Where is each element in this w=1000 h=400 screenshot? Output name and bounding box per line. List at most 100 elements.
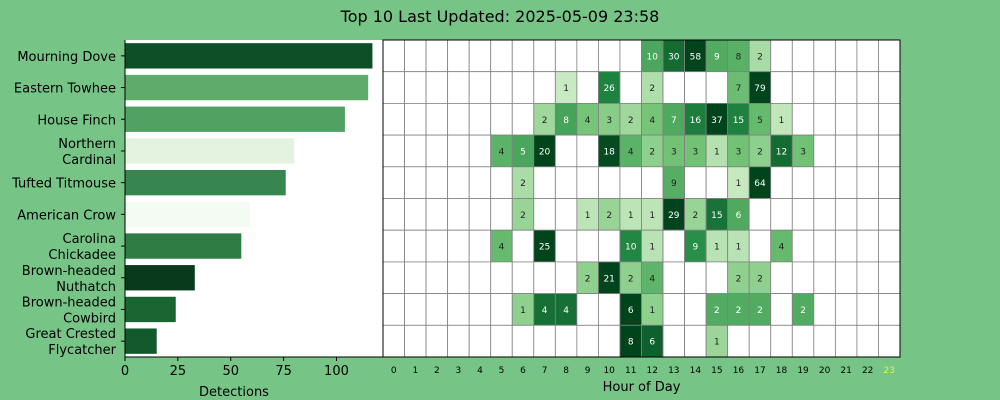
heatmap-cell: [425, 229, 449, 263]
heatmap-cell-label: 1: [649, 243, 655, 253]
heatmap-cell: [705, 166, 729, 199]
heatmap-hour-label: 9: [585, 366, 591, 376]
bar-category-label: Northern Cardinal: [58, 137, 116, 168]
heatmap-cell: [878, 293, 901, 326]
heatmap-cell-label: 9: [692, 243, 698, 253]
heatmap-cell: [619, 39, 642, 73]
heatmap-cell: [382, 166, 405, 199]
heatmap-cell: [554, 261, 578, 294]
heatmap-hour-label: 20: [819, 366, 831, 376]
heatmap-cell: [490, 261, 513, 294]
heatmap-cell: [533, 39, 556, 73]
heatmap-cell-label: 2: [757, 274, 763, 284]
heatmap-cell-label: 2: [757, 306, 763, 316]
bar-category-label-line: Eastern Towhee: [14, 82, 116, 97]
heatmap-cell: [404, 103, 427, 136]
heatmap-cell: [425, 103, 449, 136]
bar-category-label-line: Northern: [58, 137, 116, 152]
heatmap-cell: [511, 103, 535, 136]
heatmap-cell: [770, 71, 793, 104]
heatmap-cell: [834, 134, 858, 168]
heatmap-cell-label: 4: [628, 147, 634, 157]
heatmap-hour-label: 22: [862, 366, 873, 376]
heatmap-cell: [834, 293, 858, 326]
bar-category-label-line: Cardinal: [62, 153, 116, 168]
heatmap-cell: [878, 39, 901, 73]
heatmap-cell: [576, 166, 599, 199]
heatmap-cell: [533, 324, 556, 358]
heatmap-cell-label: 1: [714, 147, 720, 157]
heatmap-cell: [490, 39, 513, 73]
heatmap-cell-label: 18: [603, 147, 615, 157]
heatmap-cell: [533, 71, 556, 104]
heatmap-cell: [878, 166, 901, 199]
heatmap-cell: [425, 293, 449, 326]
heatmap-cell: [834, 229, 858, 263]
heatmap-cell: [878, 198, 901, 231]
heatmap-cell: [748, 198, 772, 231]
heatmap-cell-label: 10: [625, 243, 637, 253]
heatmap-cell: [554, 229, 578, 263]
heatmap-cell-label: 2: [649, 84, 655, 94]
heatmap-cell: [856, 198, 879, 231]
heatmap-cell-label: 4: [542, 306, 548, 316]
heatmap-x-axis-label: Hour of Day: [603, 380, 681, 395]
heatmap-cell: [619, 166, 642, 199]
heatmap-cell: [511, 229, 535, 263]
heatmap-cell: [425, 324, 449, 358]
heatmap-cell: [468, 229, 492, 263]
heatmap-cell: [576, 71, 599, 104]
bar-category-label: Brown-headed Cowbird: [22, 295, 116, 326]
heatmap-cell: [770, 261, 793, 294]
heatmap-cell: [791, 229, 815, 263]
bar-category-label: House Finch: [37, 113, 116, 128]
heatmap-cell: [404, 166, 427, 199]
heatmap-cell: [878, 229, 901, 263]
heatmap-cell-label: 2: [800, 306, 806, 316]
heatmap-cell: [662, 293, 685, 326]
heatmap-cell: [878, 134, 901, 168]
heatmap-cell-label: 4: [649, 116, 655, 126]
heatmap-cell: [770, 39, 793, 73]
heatmap-cell: [856, 229, 879, 263]
heatmap-cell: [554, 134, 578, 168]
heatmap-cell: [404, 39, 427, 73]
heatmap-cell-label: 9: [714, 52, 720, 62]
heatmap-hour-label: 15: [711, 366, 722, 376]
heatmap-cell: [684, 166, 707, 199]
heatmap-cell: [382, 103, 405, 136]
heatmap-hour-label: 23: [884, 366, 895, 376]
bar-category-label-line: Great Crested: [25, 327, 116, 342]
heatmap-cell-label: 1: [714, 243, 720, 253]
heatmap-cell: [490, 293, 513, 326]
heatmap-cell: [856, 324, 879, 358]
heatmap-cell: [382, 229, 405, 263]
heatmap-cell-label: 2: [628, 274, 634, 284]
heatmap-cell: [490, 324, 513, 358]
heatmap-cell: [468, 134, 492, 168]
heatmap-cell: [856, 261, 879, 294]
heatmap-cell: [468, 103, 492, 136]
heatmap-cell: [791, 324, 815, 358]
heatmap-cell: [813, 103, 836, 136]
heatmap-hour-label: 4: [477, 366, 483, 376]
heatmap-cell: [533, 261, 556, 294]
heatmap-cell: [834, 261, 858, 294]
heatmap-cell: [511, 71, 535, 104]
heatmap-cell: [834, 103, 858, 136]
heatmap-cell-label: 26: [603, 84, 615, 94]
heatmap-cell: [468, 261, 492, 294]
heatmap-cell: [404, 229, 427, 263]
heatmap-cell: [770, 324, 793, 358]
bar-x-tick-label: 0: [121, 364, 129, 379]
heatmap-cell-label: 7: [736, 84, 742, 94]
heatmap-cell: [598, 166, 621, 199]
heatmap-cell: [770, 198, 793, 231]
heatmap-cell: [598, 324, 621, 358]
heatmap-cell-label: 5: [520, 147, 526, 157]
heatmap-cell: [770, 293, 793, 326]
heatmap-cell: [468, 324, 492, 358]
heatmap-cell: [834, 39, 858, 73]
heatmap-cell: [425, 39, 449, 73]
bar-7: [125, 265, 195, 291]
